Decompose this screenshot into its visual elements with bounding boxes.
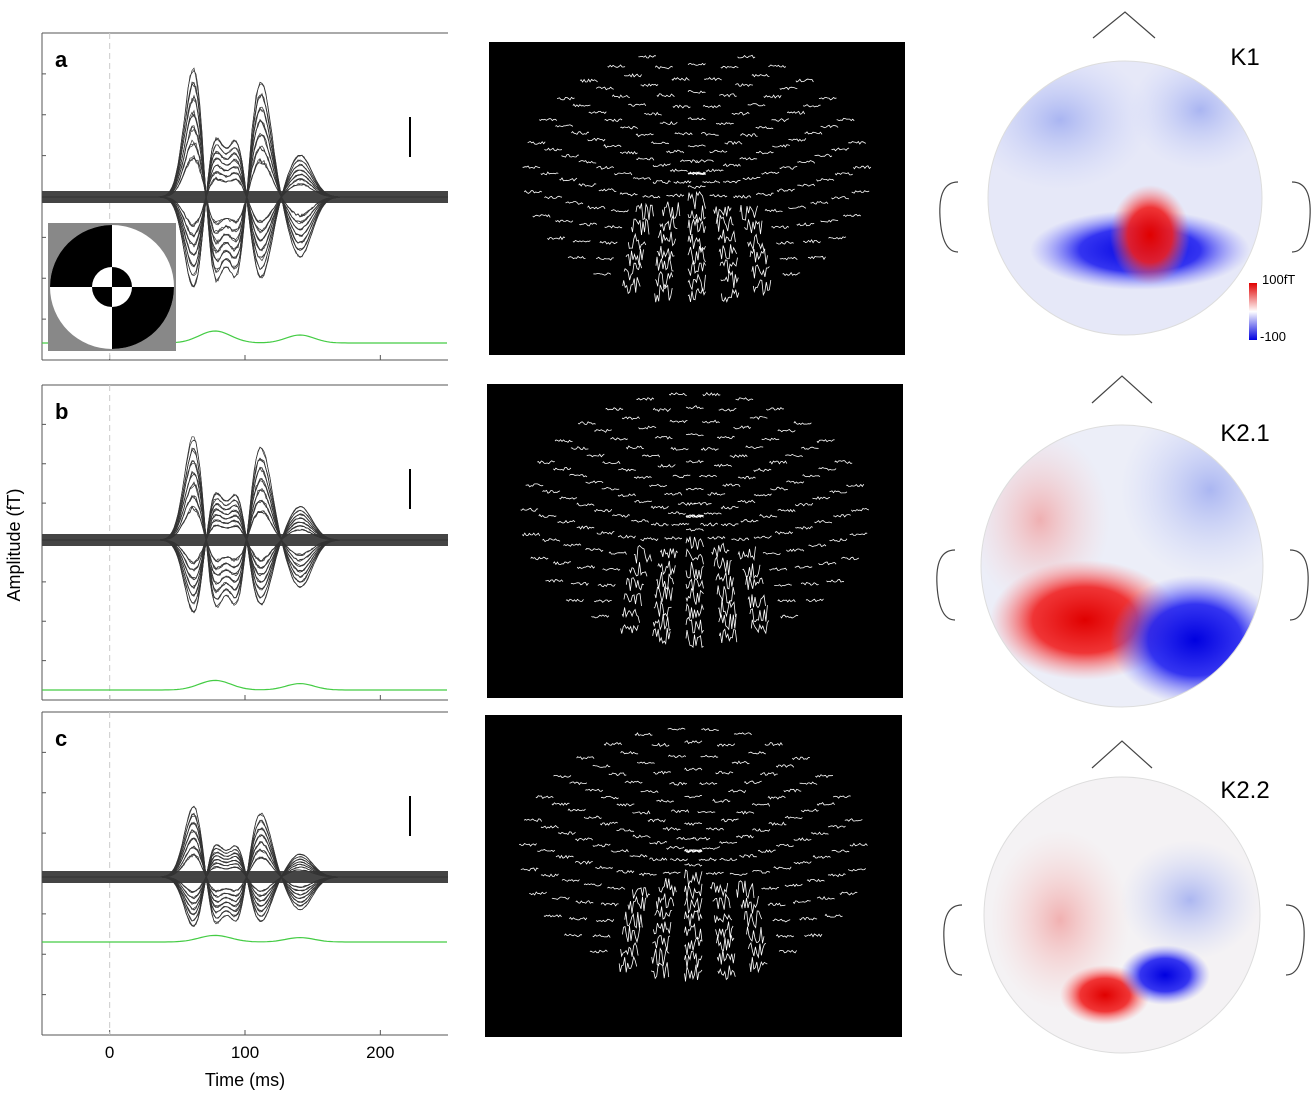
waveform-trace — [42, 440, 448, 607]
topomap-label: K2.1 — [1220, 420, 1269, 447]
panel: c — [42, 712, 448, 1035]
rms-trace — [42, 680, 447, 690]
waveform-trace — [42, 814, 448, 918]
x-tick-label: 0 — [105, 1043, 114, 1062]
colorbar-label: 100fT — [1262, 272, 1295, 287]
sensor-panel — [489, 42, 905, 355]
waveform-trace — [42, 822, 448, 912]
y-axis-label: Amplitude (fT) — [4, 488, 24, 601]
sensor-layout — [489, 42, 905, 355]
waveform-trace — [42, 813, 448, 918]
waveform-trace — [42, 806, 448, 923]
panel: b — [42, 385, 448, 700]
colorbar — [1249, 283, 1257, 340]
topomap-label: K1 — [1230, 44, 1259, 71]
waveform-trace — [42, 807, 448, 924]
waveform-trace — [42, 461, 448, 591]
rms-trace — [42, 935, 447, 942]
panel-label: b — [55, 399, 68, 424]
x-tick-label: 100 — [231, 1043, 259, 1062]
stimulus-inset — [48, 223, 176, 351]
waveform-trace — [42, 437, 448, 608]
waveform-trace — [42, 448, 448, 599]
sensor-layout — [487, 384, 903, 698]
sensor-layout — [485, 715, 902, 1037]
waveform-trace — [42, 450, 448, 600]
x-axis-label: Time (ms) — [205, 1070, 285, 1090]
waveform-trace — [42, 816, 448, 918]
figure: Amplitude (fT) Time (ms) K1 K2.1 K2.2 10… — [0, 0, 1315, 1092]
topomap — [970, 50, 1270, 335]
sensor-panel — [487, 384, 903, 698]
panel-label: c — [55, 726, 67, 751]
topomap-label: K2.2 — [1220, 777, 1269, 804]
topomap — [984, 777, 1260, 1053]
x-tick-label: 200 — [366, 1043, 394, 1062]
waveform-trace — [42, 448, 448, 599]
colorbar-label: -100 — [1260, 329, 1286, 344]
panel-label: a — [55, 47, 68, 72]
